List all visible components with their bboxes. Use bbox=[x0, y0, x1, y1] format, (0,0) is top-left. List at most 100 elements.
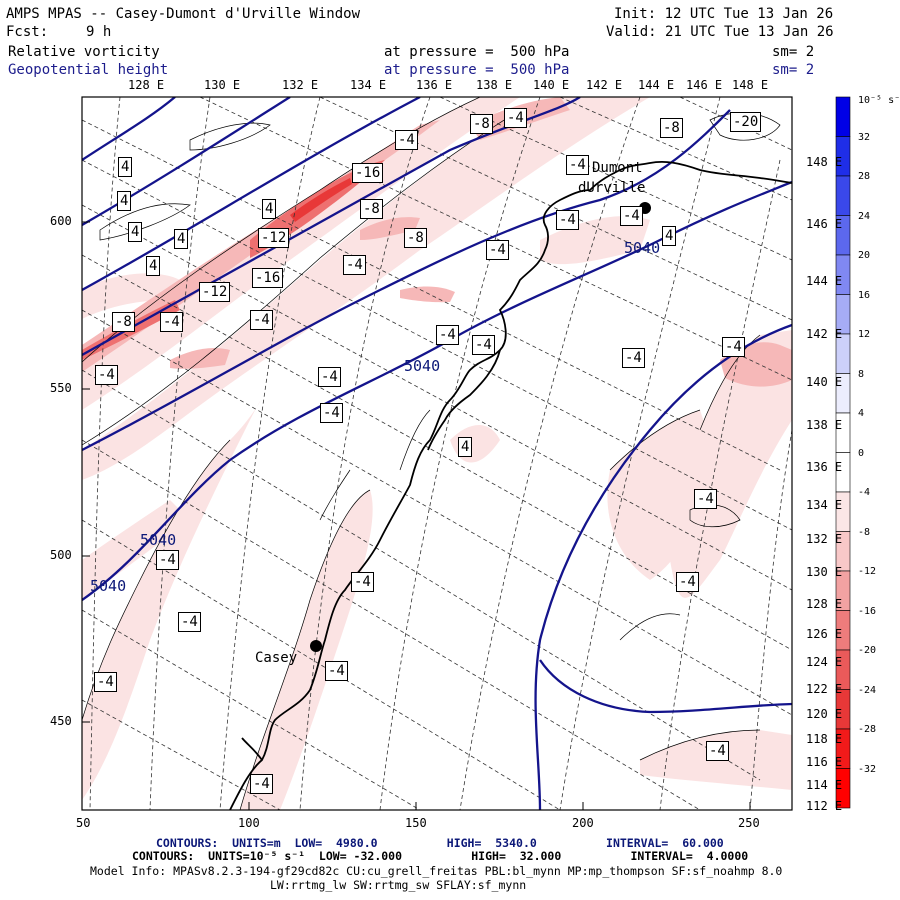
field1-name: Relative vorticity bbox=[8, 44, 160, 60]
lon-right-label: 132 E bbox=[806, 532, 843, 546]
lon-right-label: 118 E bbox=[806, 732, 843, 746]
vorticity-contour-label: 4 bbox=[117, 191, 132, 211]
colorbar-label: -20 bbox=[858, 645, 877, 656]
x-axis-label: 150 bbox=[405, 816, 427, 830]
geopotential-label: 5040 bbox=[140, 531, 177, 549]
vorticity-contour-label: -8 bbox=[112, 312, 135, 332]
vorticity-contour-label: -16 bbox=[352, 163, 384, 183]
lon-top-label: 128 E bbox=[128, 78, 165, 92]
geopotential-label: 5040 bbox=[404, 357, 441, 375]
vorticity-contour-label: 4 bbox=[262, 199, 277, 219]
lon-top-label: 140 E bbox=[533, 78, 570, 92]
footer-physics-info: LW:rrtmg_lw SW:rrtmg_sw SFLAY:sf_mynn bbox=[270, 878, 527, 892]
station-durville-label: dUrville bbox=[578, 180, 646, 196]
map-title: AMPS MPAS -- Casey-Dumont d'Urville Wind… bbox=[6, 6, 361, 22]
vorticity-contour-label: -8 bbox=[470, 114, 493, 134]
field2-smoothing: sm= 2 bbox=[772, 62, 815, 78]
lon-right-label: 130 E bbox=[806, 565, 843, 579]
colorbar-label: 28 bbox=[858, 171, 871, 182]
lon-right-label: 112 E bbox=[806, 799, 843, 813]
colorbar-label: 8 bbox=[858, 368, 865, 380]
vorticity-contour-label: -4 bbox=[351, 572, 374, 592]
x-axis-label: 200 bbox=[572, 816, 594, 830]
vorticity-contour-label: -12 bbox=[258, 228, 290, 248]
vorticity-contour-label: -16 bbox=[252, 268, 284, 288]
lon-right-label: 142 E bbox=[806, 327, 843, 341]
colorbar-label: -16 bbox=[858, 605, 877, 617]
lon-right-label: 122 E bbox=[806, 682, 843, 696]
colorbar-label: 12 bbox=[858, 329, 871, 340]
footer-geopotential-contours: CONTOURS: UNITS=m LOW= 4980.0 HIGH= 5340… bbox=[156, 836, 724, 850]
coastline bbox=[229, 160, 792, 810]
lon-right-label: 148 E bbox=[806, 155, 843, 169]
x-axis-label: 100 bbox=[238, 816, 260, 830]
lon-top-label: 142 E bbox=[586, 78, 623, 92]
forecast-label: Fcst: bbox=[6, 24, 49, 40]
lon-top-label: 132 E bbox=[282, 78, 319, 92]
lon-right-label: 126 E bbox=[806, 627, 843, 641]
lon-right-label: 140 E bbox=[806, 375, 843, 389]
lon-top-label: 134 E bbox=[350, 78, 387, 92]
colorbar-label: 16 bbox=[858, 289, 871, 301]
colorbar-label: -4 bbox=[858, 487, 871, 498]
colorbar-label: 32 bbox=[858, 131, 871, 143]
vorticity-contour-label: -8 bbox=[660, 118, 683, 138]
field2-pressure: at pressure = 500 hPa bbox=[384, 62, 570, 78]
field1-smoothing: sm= 2 bbox=[772, 44, 815, 60]
vorticity-contour-label: -8 bbox=[404, 228, 427, 248]
colorbar-label: -8 bbox=[858, 526, 871, 538]
vorticity-contour-label: -4 bbox=[320, 403, 343, 423]
vorticity-shading bbox=[82, 97, 792, 810]
vorticity-contour-label: -4 bbox=[325, 661, 348, 681]
lon-top-label: 130 E bbox=[204, 78, 241, 92]
init-time: Init: 12 UTC Tue 13 Jan 26 bbox=[614, 6, 834, 22]
vorticity-contour-label: -4 bbox=[250, 774, 273, 794]
colorbar-label: -28 bbox=[858, 724, 877, 735]
vorticity-contour-label: -4 bbox=[436, 325, 459, 345]
colorbar-unit: 10⁻⁵ s⁻¹ bbox=[858, 95, 900, 106]
lon-right-label: 114 E bbox=[806, 778, 843, 792]
lon-top-label: 136 E bbox=[416, 78, 453, 92]
vorticity-contour-label: -4 bbox=[486, 240, 509, 260]
lon-right-label: 124 E bbox=[806, 655, 843, 669]
axis-ticks bbox=[81, 221, 751, 810]
lon-right-label: 120 E bbox=[806, 707, 843, 721]
y-axis-label: 600 bbox=[50, 214, 72, 228]
colorbar-swatch bbox=[835, 175, 851, 216]
vorticity-contour-label: 4 bbox=[662, 226, 677, 246]
field1-pressure: at pressure = 500 hPa bbox=[384, 44, 570, 60]
colorbar-label: -12 bbox=[858, 566, 877, 577]
vorticity-contour-label: -12 bbox=[199, 282, 231, 302]
y-axis-label: 450 bbox=[50, 714, 72, 728]
field2-name: Geopotential height bbox=[8, 62, 169, 78]
lat-lon-grid bbox=[82, 97, 792, 810]
vorticity-shading-core bbox=[290, 178, 352, 222]
colorbar-swatch bbox=[835, 768, 851, 809]
casey-marker bbox=[310, 640, 322, 652]
vorticity-contour-label: -4 bbox=[504, 108, 527, 128]
lon-right-label: 116 E bbox=[806, 755, 843, 769]
colorbar-swatch bbox=[835, 96, 851, 137]
vorticity-contour-label: 4 bbox=[118, 157, 133, 177]
colorbar-label: -32 bbox=[858, 763, 877, 775]
vorticity-contour-label: -4 bbox=[556, 210, 579, 230]
vorticity-contour-label: -4 bbox=[620, 206, 643, 226]
plot-frame bbox=[81, 96, 793, 811]
vorticity-contour-label: -4 bbox=[94, 672, 117, 692]
vorticity-contour-label: -4 bbox=[318, 367, 341, 387]
vorticity-contour-label: -4 bbox=[343, 255, 366, 275]
vorticity-contour-label: 4 bbox=[174, 229, 189, 249]
vorticity-contour-label: -4 bbox=[622, 348, 645, 368]
geopotential-label: 5040 bbox=[90, 577, 127, 595]
vorticity-contour-label: -20 bbox=[730, 112, 762, 132]
vorticity-contour-label: -4 bbox=[722, 337, 745, 357]
vorticity-contour-label: 4 bbox=[146, 256, 161, 276]
geopotential-contours bbox=[82, 97, 792, 810]
valid-time: Valid: 21 UTC Tue 13 Jan 26 bbox=[606, 24, 834, 40]
x-axis-label: 50 bbox=[76, 816, 91, 830]
footer-model-info: Model Info: MPASv8.2.3-194-gf29cd82c CU:… bbox=[90, 864, 783, 878]
forecast-hours: 9 h bbox=[86, 24, 112, 40]
vorticity-contour-label: -4 bbox=[566, 155, 589, 175]
lon-right-label: 144 E bbox=[806, 274, 843, 288]
